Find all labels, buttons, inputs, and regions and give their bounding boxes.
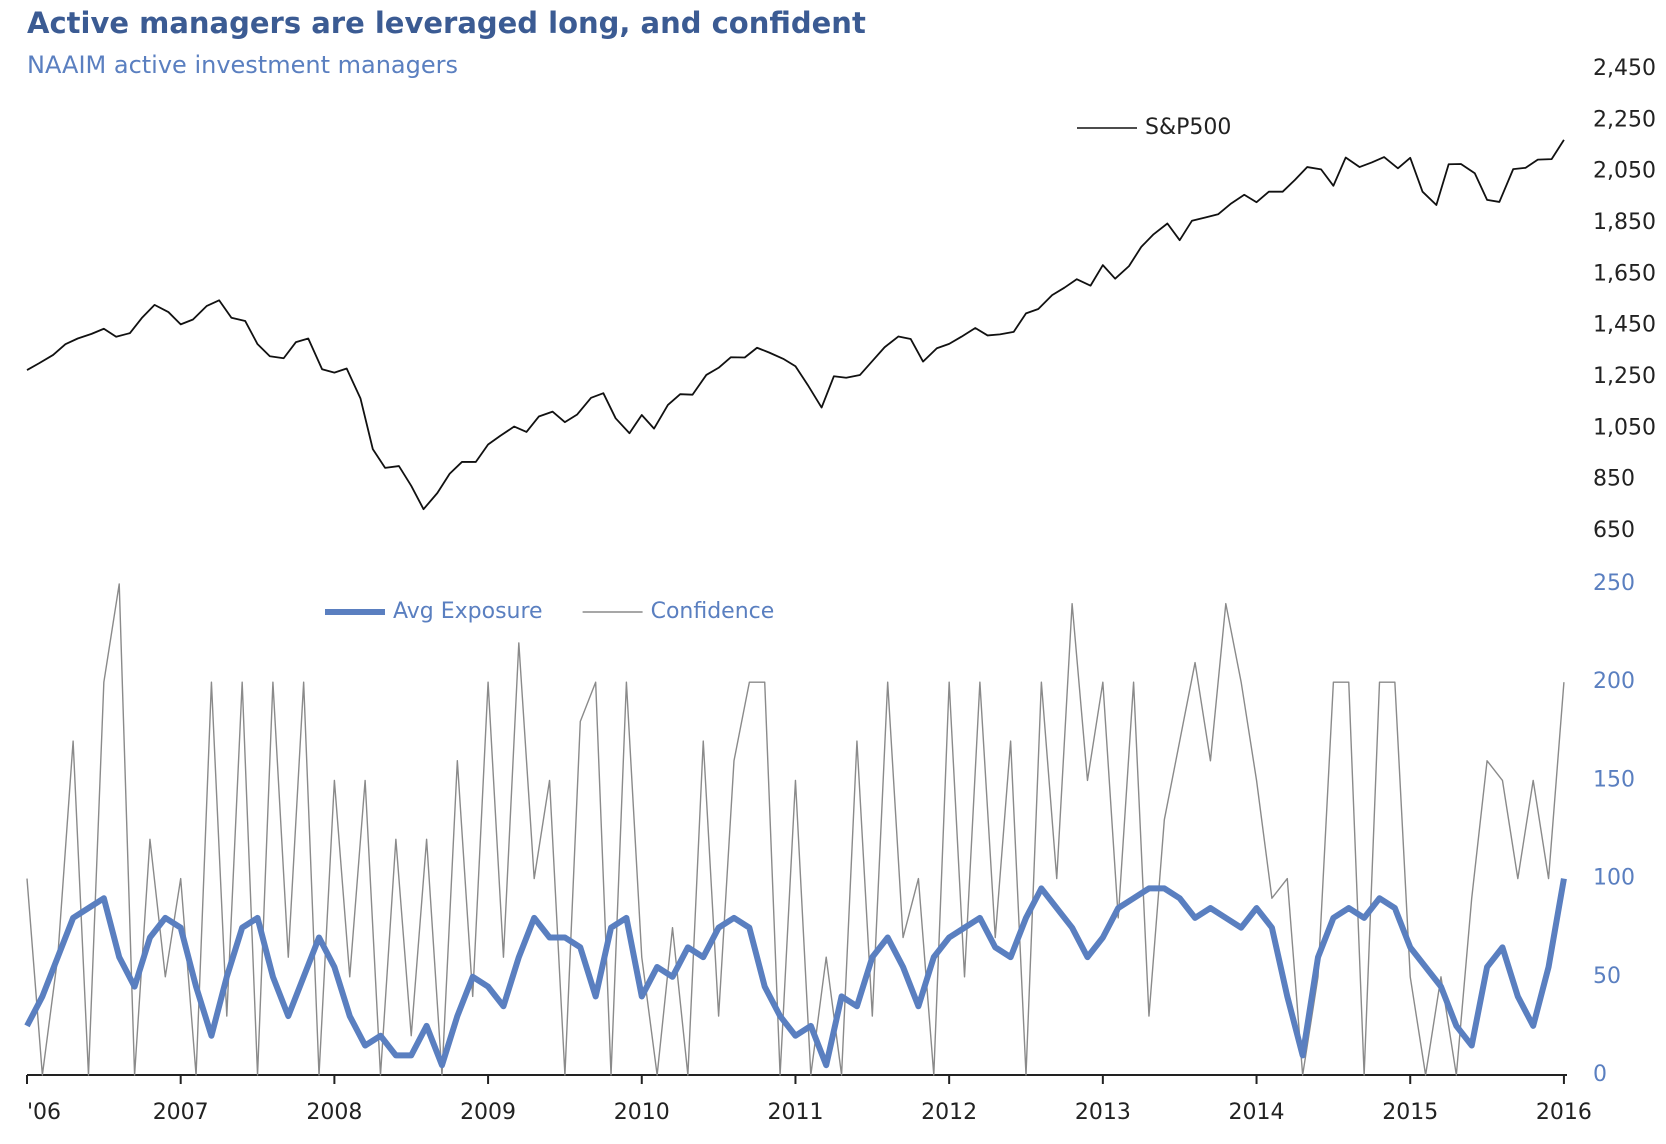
y-tick-label: 100 [1593, 866, 1635, 891]
y-tick-label: 50 [1593, 964, 1621, 989]
x-tick-label: 2009 [460, 1100, 516, 1125]
y-tick-label: 200 [1593, 669, 1635, 694]
x-tick-label: 2012 [921, 1100, 977, 1125]
y-tick-label: 850 [1593, 467, 1635, 492]
series-line [24, 878, 1567, 1069]
series-line [26, 139, 1565, 511]
x-tick-label: 2007 [153, 1100, 209, 1125]
y-tick-label: 2,250 [1593, 107, 1656, 132]
x-tick-label: '06 [27, 1100, 61, 1125]
y-tick-label: 150 [1593, 767, 1635, 792]
series-line [26, 583, 1565, 1076]
chart-title: Active managers are leveraged long, and … [27, 6, 866, 40]
y-tick-label: 1,450 [1593, 313, 1656, 338]
y-tick-label: 1,650 [1593, 261, 1656, 286]
legend-label: Avg Exposure [393, 599, 543, 624]
y-tick-label: 1,050 [1593, 415, 1656, 440]
y-tick-label: 2,450 [1593, 56, 1656, 81]
x-tick-label: 2015 [1382, 1100, 1438, 1125]
y-tick-label: 650 [1593, 518, 1635, 543]
x-tick-label: 2016 [1536, 1100, 1592, 1125]
x-tick-label: 2010 [614, 1100, 670, 1125]
x-tick-label: 2011 [767, 1100, 823, 1125]
y-tick-label: 2,050 [1593, 159, 1656, 184]
x-tick-label: 2014 [1229, 1100, 1285, 1125]
legend-label: Confidence [651, 599, 775, 624]
x-tick-label: 2013 [1075, 1100, 1131, 1125]
x-tick-label: 2008 [306, 1100, 362, 1125]
y-tick-label: 250 [1593, 571, 1635, 596]
y-tick-label: 1,250 [1593, 364, 1656, 389]
y-tick-label: 1,850 [1593, 210, 1656, 235]
chart-subtitle: NAAIM active investment managers [27, 51, 458, 79]
legend-label: S&P500 [1145, 115, 1231, 140]
y-tick-label: 0 [1593, 1062, 1607, 1087]
